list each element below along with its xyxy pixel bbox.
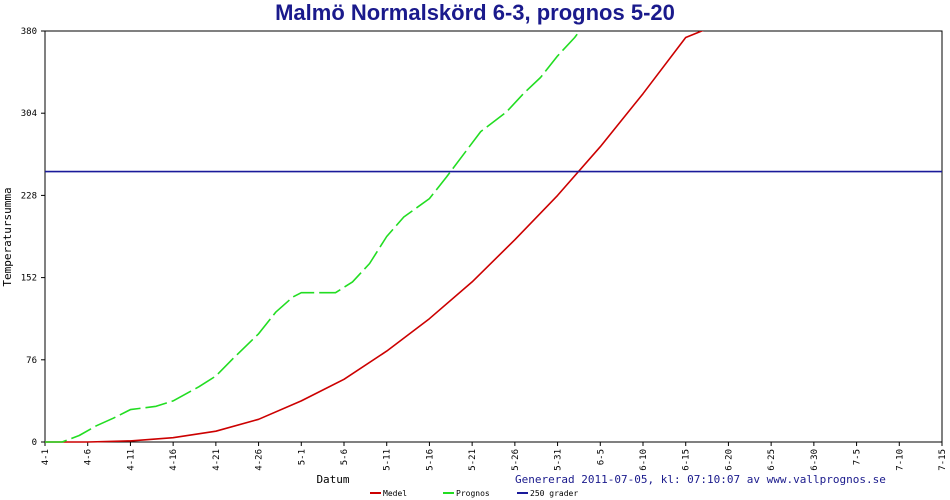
x-tick-label: 4-1 bbox=[41, 449, 51, 465]
x-tick-label: 5-31 bbox=[554, 449, 564, 471]
series-line-1 bbox=[45, 31, 704, 443]
x-tick-label: 5-16 bbox=[425, 449, 435, 471]
y-tick-label: 228 bbox=[21, 191, 37, 201]
x-tick-label: 5-6 bbox=[340, 449, 350, 465]
x-axis-ticks: 4-1 4-6 4-11 4-16 4-21 4-26 5-1 5-6 5-11 5-16 5-21… bbox=[41, 442, 948, 471]
y-tick-label: 152 bbox=[21, 274, 37, 284]
legend-label: Medel bbox=[383, 489, 407, 498]
x-tick-label: 6-20 bbox=[724, 449, 734, 471]
x-tick-label: 6-5 bbox=[596, 449, 606, 465]
x-tick-label: 7-10 bbox=[895, 449, 905, 471]
x-tick-label: 5-11 bbox=[383, 449, 393, 471]
y-tick-label: 304 bbox=[21, 109, 37, 119]
y-axis-label: Temperatursumma bbox=[1, 187, 14, 286]
y-axis-ticks: 0 76 152 228 304 380 bbox=[21, 27, 45, 448]
series-line-2 bbox=[45, 31, 581, 443]
x-axis-label: Datum bbox=[316, 473, 349, 486]
x-tick-label: 4-21 bbox=[212, 449, 222, 471]
x-tick-label: 6-30 bbox=[810, 449, 820, 471]
y-tick-label: 0 bbox=[32, 438, 37, 448]
x-tick-label: 7-15 bbox=[938, 449, 948, 471]
x-tick-label: 4-26 bbox=[255, 449, 265, 471]
x-tick-label: 5-21 bbox=[468, 449, 478, 471]
x-tick-label: 7-5 bbox=[853, 449, 863, 465]
x-tick-label: 4-16 bbox=[169, 449, 179, 471]
x-tick-label: 6-10 bbox=[639, 449, 649, 471]
y-tick-label: 380 bbox=[21, 27, 37, 37]
plot-frame bbox=[44, 30, 943, 443]
legend: Medel Prognos 250 grader bbox=[370, 489, 578, 498]
x-tick-label: 5-1 bbox=[297, 449, 307, 465]
x-tick-label: 4-6 bbox=[84, 449, 94, 465]
x-tick-label: 4-11 bbox=[126, 449, 136, 471]
chart-title: Malmö Normalskörd 6-3, prognos 5-20 bbox=[275, 0, 675, 25]
series-group bbox=[45, 31, 942, 443]
x-tick-label: 6-25 bbox=[767, 449, 777, 471]
x-tick-label: 6-15 bbox=[682, 449, 692, 471]
legend-label: Prognos bbox=[456, 489, 490, 498]
legend-label: 250 grader bbox=[530, 489, 578, 498]
y-tick-label: 76 bbox=[26, 356, 37, 366]
footer-text: Genererad 2011-07-05, kl: 07:10:07 av ww… bbox=[515, 473, 886, 486]
x-tick-label: 5-26 bbox=[511, 449, 521, 471]
